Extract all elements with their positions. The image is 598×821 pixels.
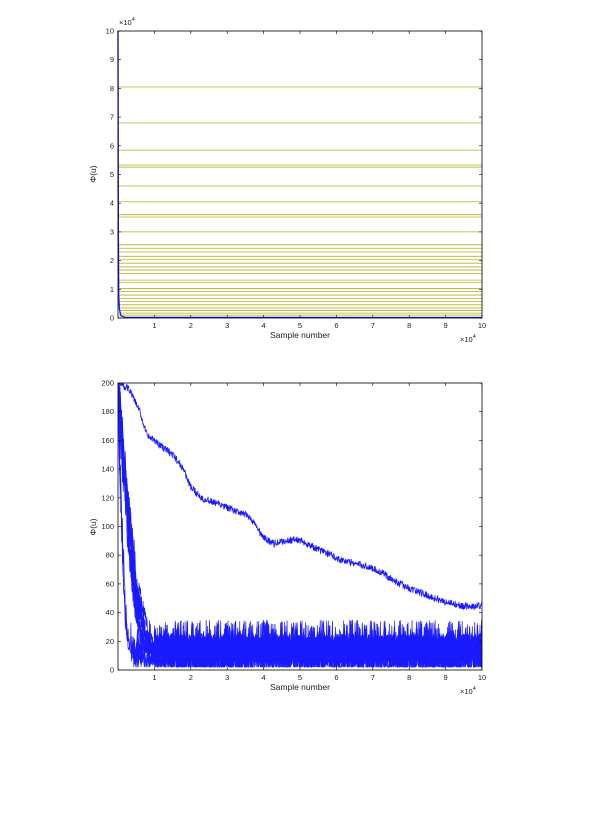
top-y-tick-label: 5: [110, 170, 114, 179]
bottom-y-tick-label: 180: [101, 407, 114, 416]
top-x-tick-label: 3: [225, 321, 229, 330]
bottom-x-multiplier: ×104: [460, 686, 476, 696]
top-y-tick-label: 10: [106, 27, 114, 36]
top-y-axis-label: Φ(u): [88, 165, 98, 182]
top-y-multiplier: ×104: [119, 17, 135, 27]
bottom-trace-lines: [118, 383, 482, 669]
bottom-y-tick-label: 60: [106, 579, 114, 588]
slow-chain-line: [118, 383, 482, 611]
bottom-y-tick-label: 140: [101, 465, 114, 474]
top-y-tick-label: 8: [110, 84, 114, 93]
bottom-y-tick-label: 200: [101, 379, 114, 388]
bottom-y-ticks: 0 20 40 60 80 100 120 140 160 180 200: [101, 379, 482, 675]
top-y-tick-label: 3: [110, 227, 114, 236]
bottom-x-tick-label: 3: [225, 673, 229, 682]
top-y-tick-label: 6: [110, 141, 114, 150]
top-x-tick-label: 1: [152, 321, 156, 330]
top-y-tick-label: 0: [110, 314, 114, 323]
bottom-y-tick-label: 0: [110, 666, 114, 675]
top-x-tick-label: 8: [407, 321, 411, 330]
bottom-x-tick-label: 5: [298, 673, 302, 682]
bottom-y-tick-label: 100: [101, 522, 114, 531]
bottom-y-tick-label: 120: [101, 493, 114, 502]
top-x-tick-label: 2: [189, 321, 193, 330]
top-x-tick-label: 4: [262, 321, 266, 330]
top-chart: 1 2 3 4 5 6 7 8 9 10 0 1 2 3 4 5 6 7 8 9 10 Sample number Φ…: [88, 17, 486, 344]
bottom-y-tick-label: 40: [106, 608, 114, 617]
bottom-chart: 1 2 3 4 5 6 7 8 9 10 020406080100120140160180200 …: [88, 379, 486, 697]
top-x-axis-label: Sample number: [270, 330, 330, 340]
bottom-x-axis-label: Sample number: [270, 682, 330, 692]
top-y-tick-label: 4: [110, 199, 114, 208]
fast-chain-line: [118, 383, 482, 668]
bottom-y-axis-label: Φ(u): [88, 518, 98, 535]
bottom-x-tick-label: 6: [334, 673, 338, 682]
top-x-multiplier: ×104: [460, 334, 476, 344]
top-y-tick-label: 9: [110, 55, 114, 64]
top-y-ticks: 0 1 2 3 4 5 6 7 8 9 10: [106, 27, 482, 323]
bottom-y-tick-label: 80: [106, 551, 114, 560]
top-x-tick-label: 5: [298, 321, 302, 330]
top-x-tick-label: 6: [334, 321, 338, 330]
bottom-x-tick-label: 10: [478, 673, 486, 682]
bottom-y-tick-label: 160: [101, 436, 114, 445]
bottom-x-tick-label: 4: [262, 673, 266, 682]
bottom-x-ticks: 1 2 3 4 5 6 7 8 9 10: [152, 383, 486, 682]
top-y-tick-label: 2: [110, 256, 114, 265]
bottom-x-tick-label: 2: [189, 673, 193, 682]
bottom-x-tick-label: 1: [152, 673, 156, 682]
bottom-x-tick-label: 9: [444, 673, 448, 682]
bottom-plot-area: [118, 383, 482, 670]
top-reference-levels: [119, 86, 482, 316]
top-y-tick-label: 7: [110, 113, 114, 122]
top-x-ticks: 1 2 3 4 5 6 7 8 9 10: [152, 31, 486, 330]
top-x-tick-label: 10: [478, 321, 486, 330]
bottom-y-tick-label: 20: [106, 637, 114, 646]
bottom-x-tick-label: 7: [371, 673, 375, 682]
top-x-tick-label: 7: [371, 321, 375, 330]
top-plot-area: [118, 31, 482, 318]
top-x-tick-label: 9: [444, 321, 448, 330]
top-y-tick-label: 1: [110, 285, 114, 294]
bottom-x-tick-label: 8: [407, 673, 411, 682]
